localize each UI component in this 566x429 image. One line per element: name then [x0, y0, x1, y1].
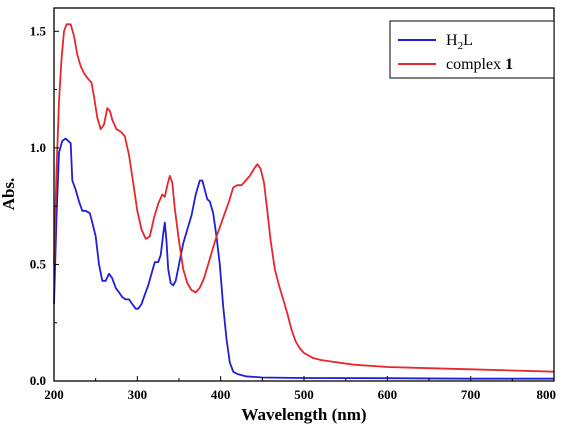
series-layer — [53, 23, 555, 380]
legend-label-h2l-base: H — [446, 32, 458, 49]
legend-label-complex-number: 1 — [505, 56, 513, 73]
y-tick-label: 1.5 — [30, 23, 47, 38]
y-axis-title: Abs. — [0, 178, 18, 211]
legend-label-h2l: H2L — [446, 32, 473, 52]
legend-label-h2l-tail: L — [463, 32, 473, 49]
y-tick-label: 1.0 — [30, 140, 46, 155]
legend: H2L complex 1 — [389, 20, 555, 79]
legend-box — [389, 20, 555, 79]
ticks-layer: 200 300 400 500 600 700 800 0.0 0.5 1.0 1.5 — [30, 23, 557, 402]
legend-label-complex: complex 1 — [446, 56, 513, 73]
legend-label-h2l-sub: 2 — [458, 40, 464, 52]
x-tick-label: 600 — [378, 387, 398, 402]
x-tick-label: 800 — [537, 387, 557, 402]
x-tick-label: 400 — [211, 387, 231, 402]
x-tick-label: 300 — [128, 387, 148, 402]
series-line-0 — [53, 137, 554, 380]
x-tick-label: 200 — [44, 387, 64, 402]
legend-label-complex-base: complex — [446, 56, 505, 73]
series-line-1 — [53, 23, 555, 373]
x-axis-title: Wavelength (nm) — [241, 405, 366, 424]
y-tick-label: 0.5 — [30, 256, 47, 271]
x-tick-label: 500 — [294, 387, 314, 402]
x-tick-label: 700 — [461, 387, 481, 402]
y-tick-label: 0.0 — [30, 373, 46, 388]
